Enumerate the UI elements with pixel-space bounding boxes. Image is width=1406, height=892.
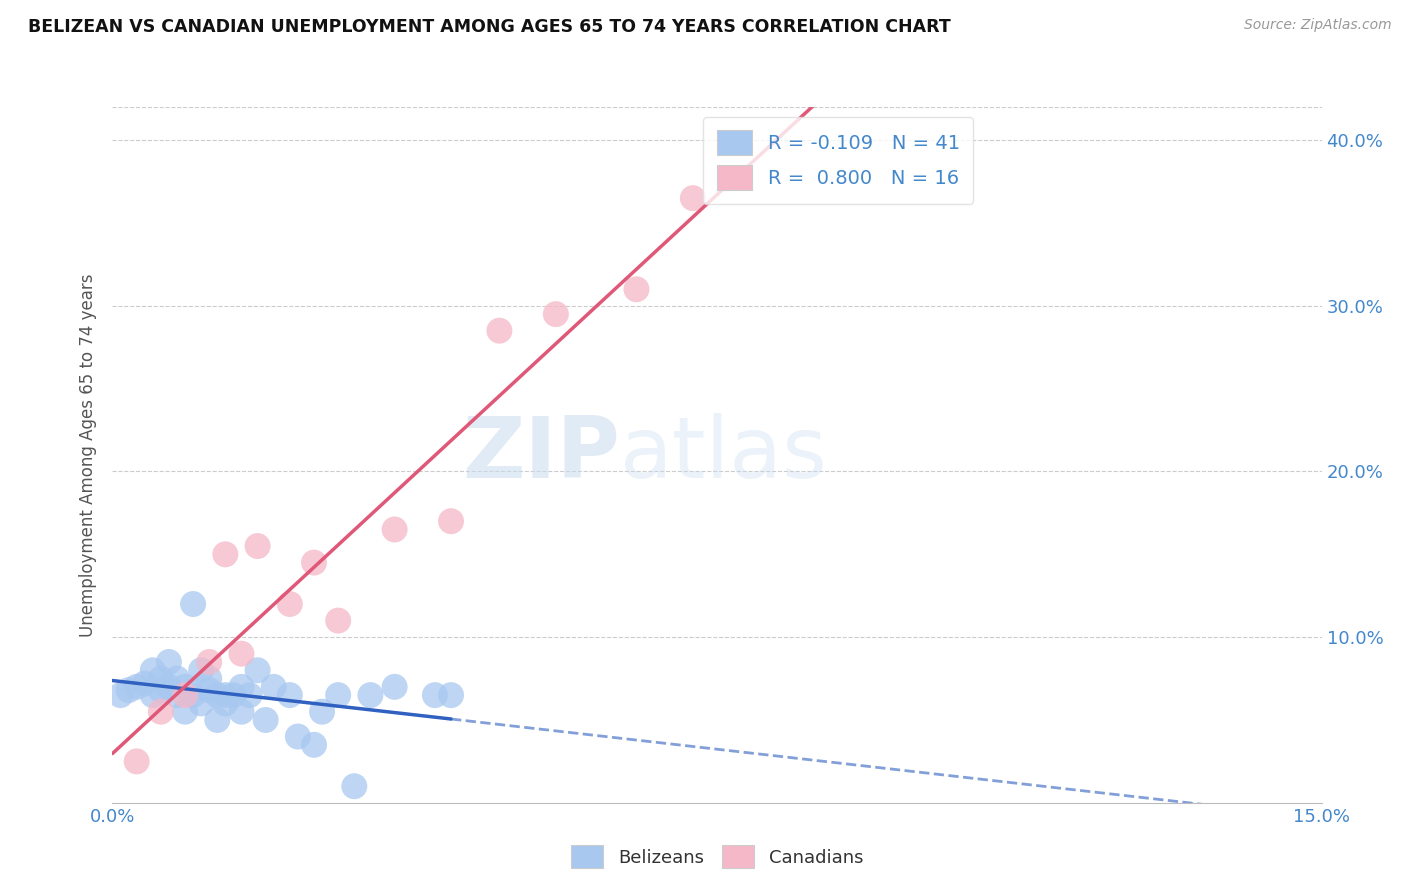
Point [214, 547, 236, 561]
Point [359, 688, 381, 702]
Point [278, 597, 301, 611]
Point [134, 676, 156, 690]
Legend: Belizeans, Canadians: Belizeans, Canadians [562, 836, 872, 877]
Point [207, 688, 229, 702]
Point [207, 713, 229, 727]
Point [174, 680, 197, 694]
Point [125, 755, 148, 769]
Point [214, 688, 236, 702]
Point [181, 688, 204, 702]
Text: BELIZEAN VS CANADIAN UNEMPLOYMENT AMONG AGES 65 TO 74 YEARS CORRELATION CHART: BELIZEAN VS CANADIAN UNEMPLOYMENT AMONG … [28, 18, 950, 36]
Point [149, 672, 172, 686]
Point [488, 324, 510, 338]
Point [343, 779, 366, 793]
Point [626, 282, 648, 296]
Point [174, 688, 197, 702]
Point [263, 680, 285, 694]
Point [142, 663, 165, 677]
Point [142, 688, 165, 702]
Point [190, 697, 212, 711]
Point [231, 680, 253, 694]
Point [214, 697, 236, 711]
Point [544, 307, 567, 321]
Point [231, 647, 253, 661]
Point [174, 705, 197, 719]
Point [254, 713, 277, 727]
Point [231, 705, 253, 719]
Point [440, 688, 463, 702]
Point [110, 688, 132, 702]
Point [311, 705, 333, 719]
Point [302, 556, 325, 570]
Point [384, 680, 406, 694]
Y-axis label: Unemployment Among Ages 65 to 74 years: Unemployment Among Ages 65 to 74 years [79, 273, 97, 637]
Point [278, 688, 301, 702]
Point [302, 738, 325, 752]
Point [328, 688, 350, 702]
Point [149, 683, 172, 698]
Point [246, 539, 269, 553]
Point [157, 680, 180, 694]
Point [287, 730, 309, 744]
Point [157, 655, 180, 669]
Point [198, 672, 221, 686]
Text: atlas: atlas [620, 413, 828, 497]
Text: Source: ZipAtlas.com: Source: ZipAtlas.com [1244, 18, 1392, 32]
Point [198, 655, 221, 669]
Point [384, 523, 406, 537]
Point [190, 663, 212, 677]
Point [117, 683, 139, 698]
Point [246, 663, 269, 677]
Point [238, 688, 260, 702]
Point [222, 688, 245, 702]
Point [125, 680, 148, 694]
Point [166, 688, 188, 702]
Point [682, 191, 704, 205]
Point [181, 597, 204, 611]
Point [166, 672, 188, 686]
Point [440, 514, 463, 528]
Point [198, 683, 221, 698]
Point [149, 705, 172, 719]
Text: ZIP: ZIP [463, 413, 620, 497]
Point [328, 614, 350, 628]
Point [423, 688, 446, 702]
